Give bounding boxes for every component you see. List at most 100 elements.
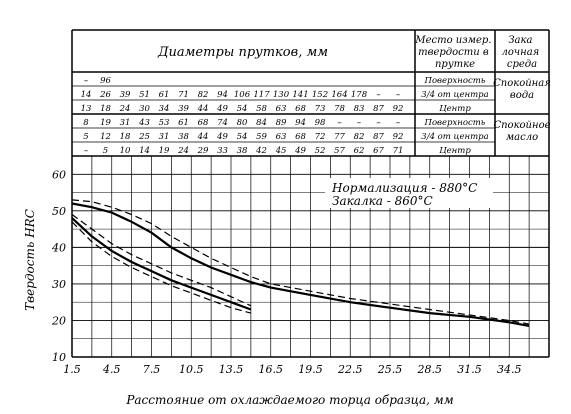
- table-cell: 74: [217, 118, 228, 128]
- table-cell: 29: [197, 146, 209, 156]
- table-cell: 18: [120, 132, 131, 142]
- y-tick-label: 60: [52, 168, 66, 181]
- table-cell: 13: [81, 104, 92, 114]
- table-location-cell: 3/4 от центра: [421, 90, 488, 100]
- table-cell: 26: [99, 90, 111, 100]
- table-cell: 96: [100, 76, 111, 86]
- chart-ticks: 1.5 4.5 7.5 10.5 13.5 16.5 19.5 22.5 25.5 28.5 31.…: [51, 168, 522, 376]
- header-line: среда: [507, 59, 537, 70]
- header-line: Место измер.: [414, 35, 491, 46]
- table-cell: –: [84, 76, 88, 86]
- table-cell: 92: [393, 132, 404, 142]
- table-location-cell: Поверхность: [424, 76, 486, 86]
- table-cell: 83: [354, 104, 365, 114]
- table-cell: 38: [178, 132, 189, 142]
- table-cell: 39: [120, 90, 131, 100]
- table-cell: 82: [198, 90, 209, 100]
- table-cell: 5: [103, 146, 108, 156]
- table-cell: 63: [276, 104, 287, 114]
- table-medium-cell: масло: [506, 132, 538, 143]
- table-cell: 14: [81, 90, 92, 100]
- table-cell: 18: [100, 104, 111, 114]
- table-cell: 61: [159, 90, 170, 100]
- table-cell: 52: [315, 146, 326, 156]
- series-line-0: [71, 202, 530, 327]
- table-cell: 84: [256, 118, 267, 128]
- table-cell: 42: [255, 146, 267, 156]
- table-cell: –: [396, 90, 400, 100]
- y-tick-label: 50: [52, 205, 66, 218]
- table-cell: 45: [275, 146, 287, 156]
- table-cell: –: [376, 90, 380, 100]
- table-cell: 43: [138, 118, 150, 128]
- table-cell: 152: [312, 90, 328, 100]
- header-line: лочная: [502, 47, 540, 58]
- table-cell: 31: [159, 132, 170, 142]
- table-cell: 24: [119, 104, 131, 114]
- x-tick-label: 34.5: [497, 363, 522, 376]
- x-tick-label: 7.5: [143, 363, 161, 376]
- table-cell: –: [376, 118, 380, 128]
- table-cell: 89: [276, 118, 287, 128]
- series-line-3: [71, 214, 252, 307]
- table-medium-cell: вода: [510, 90, 534, 101]
- table-cell: 44: [197, 104, 209, 114]
- table-cell: 106: [234, 90, 251, 100]
- table-location-cell: 3/4 от центра: [421, 132, 488, 142]
- x-tick-label: 1.5: [63, 363, 81, 376]
- table-cell: 71: [178, 90, 189, 100]
- table-cell: 67: [373, 146, 384, 156]
- table-cell: 82: [354, 132, 365, 142]
- table-cell: 25: [138, 132, 150, 142]
- x-axis-label: Расстояние от охлаждаемого торца образца…: [125, 393, 453, 407]
- table-cell: 49: [216, 104, 228, 114]
- table-cell: 44: [197, 132, 209, 142]
- header-location: Место измер. твердости в прутке: [414, 35, 494, 70]
- x-tick-label: 28.5: [417, 363, 443, 376]
- table-cell: 31: [120, 118, 131, 128]
- table-medium-cell: Спокойное: [493, 120, 550, 131]
- y-tick-label: 10: [52, 351, 66, 364]
- annotation-normalization: Нормализация - 880°C: [331, 181, 477, 195]
- table-cell: –: [337, 118, 341, 128]
- table-cell: 73: [315, 104, 326, 114]
- table-cell: –: [84, 146, 88, 156]
- series-line-1: [71, 199, 530, 325]
- table-cell: 34: [159, 104, 170, 114]
- table-cell: 61: [178, 118, 189, 128]
- table-cell: 10: [120, 146, 131, 156]
- x-tick-label: 16.5: [259, 363, 284, 376]
- x-tick-label: 10.5: [179, 363, 204, 376]
- table-cell: 141: [292, 90, 308, 100]
- table-cell: 39: [178, 104, 189, 114]
- annotation-quenching: Закалка - 860°C: [332, 194, 433, 208]
- table-cell: –: [357, 118, 361, 128]
- table-cell: 72: [315, 132, 326, 142]
- table-cell: 68: [295, 132, 306, 142]
- x-tick-label: 31.5: [457, 363, 482, 376]
- header-line: прутке: [435, 59, 475, 70]
- table-cell: 178: [351, 90, 368, 100]
- table-cell: 164: [331, 90, 347, 100]
- table-cell: 8: [83, 118, 89, 128]
- table-cell: 53: [159, 118, 170, 128]
- header-medium: Зака лочная среда: [502, 35, 543, 70]
- table-cell: 5: [83, 132, 88, 142]
- table-cell: 68: [198, 118, 209, 128]
- table-cell: 30: [139, 104, 150, 114]
- chart-series: [71, 199, 530, 327]
- table-cell: 49: [216, 132, 228, 142]
- table-cell: 12: [100, 132, 111, 142]
- table-cell: 94: [217, 90, 228, 100]
- table-cell: 63: [276, 132, 287, 142]
- series-line-2: [71, 217, 252, 311]
- table-cell: 80: [237, 118, 248, 128]
- table-cell: 78: [334, 104, 345, 114]
- table-cell: 57: [334, 146, 345, 156]
- x-tick-label: 22.5: [337, 363, 363, 376]
- table-cell: 87: [373, 132, 384, 142]
- table-cell: 14: [139, 146, 150, 156]
- table-cell: 38: [237, 146, 248, 156]
